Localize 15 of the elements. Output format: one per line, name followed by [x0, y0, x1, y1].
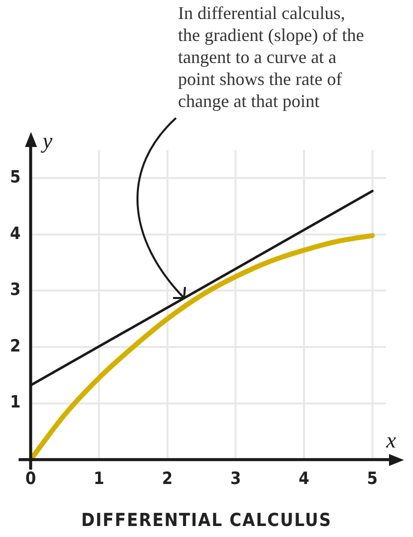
y-tick-label: 5	[10, 168, 21, 188]
x-axis-title: x	[385, 428, 396, 453]
x-tick-label: 5	[367, 469, 378, 490]
text: DIFFERENTIAL CALCULUS	[80, 510, 333, 531]
text: In differential calculus, the gradient (slope) of the tangent to a curve at a point shows the rate of change at that point	[178, 2, 365, 112]
x-tick-label: 4	[298, 469, 310, 490]
x-tick-label: 1	[94, 469, 104, 490]
y-tick-label: 1	[10, 392, 21, 413]
x-tick-label: 0	[25, 469, 36, 490]
y-tick-label: 2	[10, 336, 21, 356]
y-tick-label: 3	[10, 280, 21, 300]
y-tick-label: 4	[10, 224, 21, 244]
y-axis-title: y	[40, 128, 53, 153]
x-tick-label: 3	[230, 469, 241, 490]
x-tick-label: 2	[162, 469, 173, 490]
